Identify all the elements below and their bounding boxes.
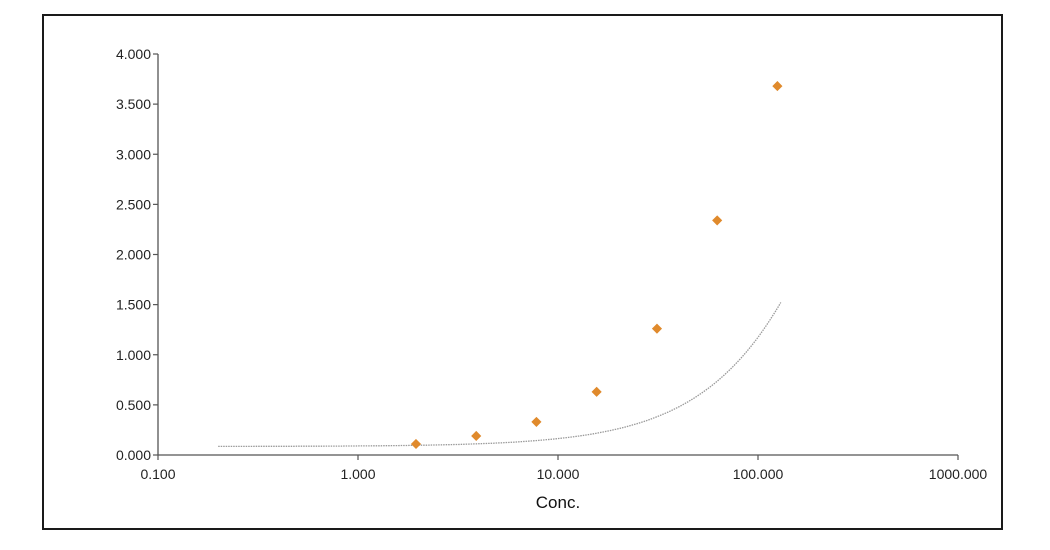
x-tick-label: 1.000 bbox=[340, 466, 375, 482]
x-tick-label: 1000.000 bbox=[929, 466, 988, 482]
x-tick-label: 0.100 bbox=[140, 466, 175, 482]
data-point-marker bbox=[651, 323, 663, 334]
data-point-marker bbox=[410, 438, 422, 450]
data-point-marker bbox=[531, 416, 542, 427]
data-point-marker bbox=[712, 215, 723, 226]
y-tick-label: 0.000 bbox=[116, 447, 151, 463]
data-point-marker bbox=[772, 81, 783, 92]
data-points bbox=[410, 81, 783, 450]
y-tick-label: 1.500 bbox=[116, 297, 151, 313]
fitted-curve-line bbox=[218, 302, 782, 448]
y-tick-label: 2.000 bbox=[116, 247, 151, 263]
y-tick-label: 2.500 bbox=[116, 196, 151, 212]
x-tick-label: 100.000 bbox=[733, 466, 784, 482]
x-axis-title: Conc. bbox=[536, 493, 580, 512]
x-tick-label: 10.000 bbox=[537, 466, 580, 482]
y-tick-label: 3.500 bbox=[116, 96, 151, 112]
y-axis: 0.000 0.500 1.000 1.500 2.000 2.500 3.000 3.500… bbox=[116, 46, 159, 463]
data-point-marker bbox=[471, 430, 482, 442]
y-tick-label: 4.000 bbox=[116, 46, 151, 62]
y-tick-label: 1.000 bbox=[116, 347, 151, 363]
chart-frame bbox=[42, 14, 1003, 530]
x-axis: 0.100 1.000 10.000 100.000 1000.000 bbox=[140, 454, 988, 482]
data-point-marker bbox=[591, 386, 602, 397]
y-tick-label: 3.000 bbox=[116, 146, 151, 162]
y-tick-label: 0.500 bbox=[116, 397, 151, 413]
